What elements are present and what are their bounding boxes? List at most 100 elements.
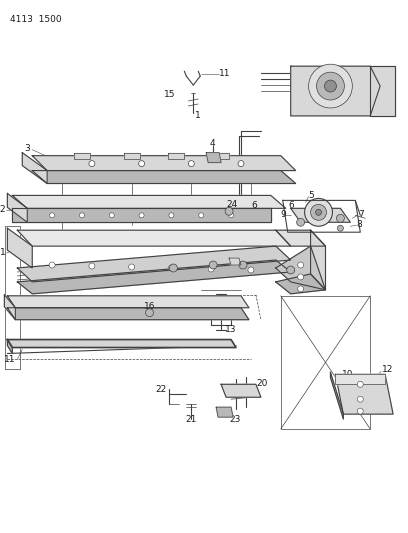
Circle shape: [239, 261, 247, 269]
Polygon shape: [12, 208, 271, 222]
Circle shape: [357, 396, 363, 402]
Circle shape: [109, 213, 114, 218]
Polygon shape: [7, 308, 249, 320]
Polygon shape: [229, 258, 241, 265]
Text: 15: 15: [181, 263, 193, 272]
Polygon shape: [17, 230, 290, 246]
Circle shape: [308, 64, 353, 108]
Circle shape: [337, 214, 344, 222]
Circle shape: [129, 264, 135, 270]
Circle shape: [228, 213, 233, 218]
Polygon shape: [310, 230, 326, 290]
Text: 6: 6: [251, 201, 257, 210]
Circle shape: [169, 265, 174, 271]
Text: 3: 3: [24, 144, 30, 153]
Text: 25: 25: [233, 249, 244, 259]
Polygon shape: [4, 295, 16, 320]
Circle shape: [80, 213, 84, 218]
Polygon shape: [7, 296, 249, 308]
Text: 13: 13: [225, 325, 237, 334]
Circle shape: [315, 209, 322, 215]
Circle shape: [310, 204, 326, 220]
Polygon shape: [335, 374, 393, 414]
Text: 4113  1500: 4113 1500: [10, 15, 62, 25]
Polygon shape: [206, 152, 221, 163]
Text: 1: 1: [195, 111, 201, 120]
Text: 9: 9: [281, 210, 286, 219]
Polygon shape: [290, 66, 380, 116]
Text: 12: 12: [382, 365, 394, 374]
Polygon shape: [74, 152, 90, 159]
Text: 24: 24: [226, 200, 237, 209]
Text: 15: 15: [164, 90, 175, 99]
Text: 16: 16: [144, 302, 155, 311]
Text: 1: 1: [0, 248, 5, 256]
Circle shape: [169, 213, 174, 218]
Circle shape: [357, 408, 363, 414]
Circle shape: [208, 266, 214, 272]
Circle shape: [298, 262, 304, 268]
Circle shape: [225, 207, 233, 215]
Circle shape: [89, 160, 95, 167]
Text: 19: 19: [296, 262, 307, 271]
Circle shape: [298, 286, 304, 292]
Polygon shape: [17, 260, 290, 294]
Text: 11: 11: [4, 355, 16, 364]
Text: 17: 17: [167, 256, 179, 265]
Circle shape: [248, 267, 254, 273]
Polygon shape: [221, 384, 261, 397]
Circle shape: [238, 160, 244, 167]
Polygon shape: [7, 193, 27, 222]
Text: 10: 10: [342, 370, 354, 379]
Circle shape: [169, 264, 177, 272]
Polygon shape: [370, 66, 395, 116]
Circle shape: [139, 213, 144, 218]
Polygon shape: [7, 340, 12, 353]
Text: 4: 4: [209, 139, 215, 148]
Polygon shape: [276, 246, 326, 290]
Circle shape: [50, 213, 55, 218]
Circle shape: [139, 160, 144, 167]
Circle shape: [357, 381, 363, 387]
Text: 5: 5: [308, 191, 314, 200]
Text: 20: 20: [256, 379, 267, 388]
Polygon shape: [124, 152, 140, 159]
Polygon shape: [22, 152, 47, 183]
Text: 2: 2: [0, 205, 5, 214]
Circle shape: [188, 160, 194, 167]
Polygon shape: [330, 373, 344, 419]
Text: 18: 18: [207, 254, 219, 263]
Circle shape: [298, 274, 304, 280]
Circle shape: [89, 263, 95, 269]
Polygon shape: [276, 274, 326, 294]
Text: 7: 7: [358, 210, 364, 219]
Circle shape: [146, 309, 153, 317]
Polygon shape: [213, 152, 229, 159]
Polygon shape: [335, 374, 385, 384]
Polygon shape: [290, 208, 350, 222]
Text: 23: 23: [229, 415, 240, 424]
Polygon shape: [169, 152, 184, 159]
Circle shape: [305, 198, 333, 226]
Polygon shape: [216, 407, 233, 417]
Polygon shape: [12, 196, 286, 208]
Circle shape: [199, 213, 204, 218]
Polygon shape: [32, 156, 296, 171]
Circle shape: [209, 261, 217, 269]
Text: 21: 21: [185, 415, 197, 424]
Text: 8: 8: [356, 220, 362, 229]
Text: 11: 11: [219, 69, 231, 78]
Text: 6: 6: [289, 201, 295, 210]
Polygon shape: [17, 246, 290, 282]
Polygon shape: [276, 230, 326, 246]
Polygon shape: [7, 340, 236, 348]
Circle shape: [337, 225, 344, 231]
Polygon shape: [7, 228, 32, 268]
Text: 22: 22: [155, 385, 167, 394]
Text: 14: 14: [237, 268, 248, 277]
Circle shape: [287, 266, 295, 274]
Circle shape: [324, 80, 337, 92]
Circle shape: [297, 219, 305, 226]
Circle shape: [317, 72, 344, 100]
Polygon shape: [32, 171, 296, 183]
